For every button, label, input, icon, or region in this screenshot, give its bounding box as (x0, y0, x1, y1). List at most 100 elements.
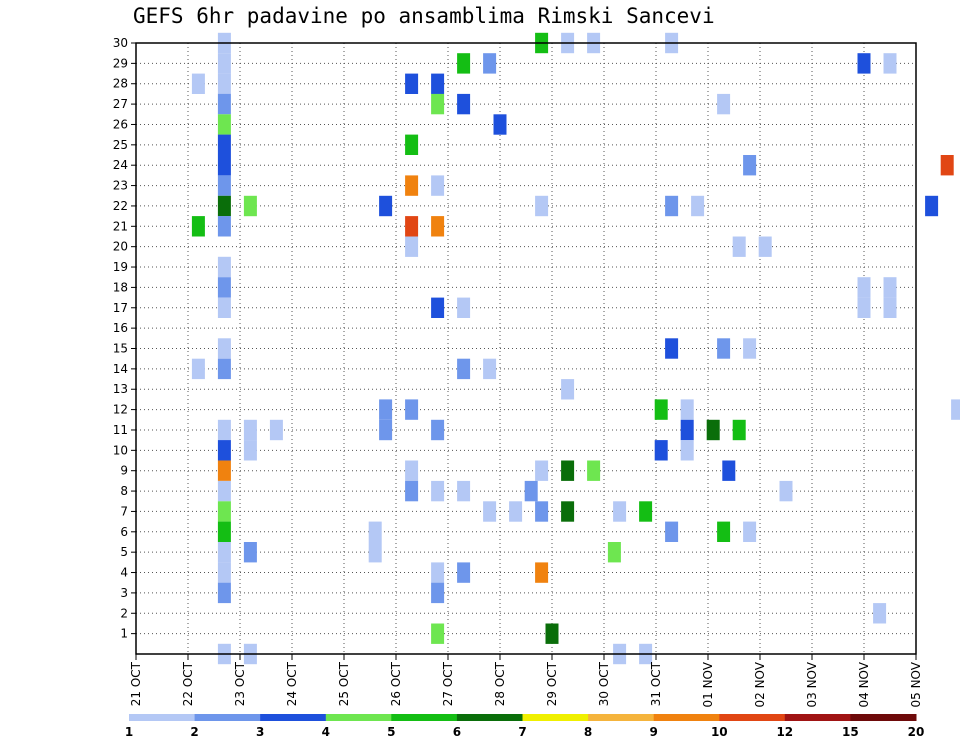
colorbar-label: 4 (322, 725, 330, 739)
colorbar-segment (588, 714, 655, 721)
data-cell (379, 399, 393, 420)
data-cell (191, 73, 205, 94)
y-tick-label: 23 (113, 179, 128, 193)
data-cell (665, 338, 679, 359)
data-cell (561, 460, 575, 481)
y-tick-label: 2 (120, 606, 128, 620)
y-tick-label: 19 (113, 260, 128, 274)
y-tick-label: 8 (120, 484, 128, 498)
data-cell (217, 53, 231, 74)
data-cell (431, 562, 445, 583)
data-cell (857, 277, 871, 298)
data-cell (217, 256, 231, 278)
colorbar-segment (260, 714, 327, 721)
x-tick-label: 23 OCT (233, 661, 247, 706)
data-cell (717, 338, 731, 359)
x-tick-label: 05 NOV (909, 661, 923, 707)
data-cell (368, 521, 382, 542)
x-tick-label: 21 OCT (129, 661, 143, 706)
data-cell (405, 480, 419, 502)
data-cell (535, 501, 549, 522)
colorbar-label: 6 (453, 725, 461, 739)
x-tick-label: 26 OCT (389, 661, 403, 706)
data-cell (509, 501, 523, 522)
y-tick-label: 11 (113, 423, 128, 437)
data-cell (217, 277, 231, 298)
data-cell (269, 419, 283, 441)
colorbar-segment (325, 714, 392, 721)
data-cell (535, 460, 549, 481)
data-cell (243, 195, 257, 217)
data-cell (951, 399, 960, 420)
data-cell (431, 582, 445, 604)
data-cell (431, 419, 445, 441)
colorbar-label: 1 (125, 725, 133, 739)
data-cell (706, 419, 720, 441)
data-cell (431, 480, 445, 502)
data-cell (457, 358, 471, 380)
data-cell (743, 155, 757, 176)
data-cell (243, 440, 257, 461)
data-cell (217, 195, 231, 217)
data-cells (191, 32, 960, 665)
data-cell (217, 93, 231, 115)
data-cell (680, 419, 694, 441)
y-tick-label: 4 (120, 566, 128, 580)
data-cell (405, 236, 419, 257)
y-tick-label: 29 (113, 56, 128, 70)
x-tick-label: 27 OCT (441, 661, 455, 706)
y-tick-label: 1 (120, 627, 128, 641)
data-cell (535, 562, 549, 583)
data-cell (457, 562, 471, 583)
data-cell (493, 114, 507, 135)
data-cell (405, 399, 419, 420)
data-cell (883, 297, 897, 318)
x-tick-label: 04 NOV (857, 661, 871, 707)
data-cell (680, 399, 694, 420)
data-cell (368, 542, 382, 563)
data-cell (654, 440, 668, 461)
data-cell (613, 501, 627, 522)
colorbar-segment (784, 714, 851, 721)
data-cell (758, 236, 772, 257)
data-cell (217, 480, 231, 502)
data-cell (743, 521, 757, 542)
y-tick-label: 15 (113, 342, 128, 356)
y-tick-label: 5 (120, 545, 128, 559)
y-tick-label: 25 (113, 138, 128, 152)
data-cell (883, 53, 897, 74)
data-cell (691, 195, 705, 217)
y-tick-label: 26 (113, 117, 128, 131)
data-cell (431, 73, 445, 94)
data-cell (217, 338, 231, 359)
data-cell (665, 195, 679, 217)
colorbar-label: 20 (908, 725, 925, 739)
y-tick-label: 7 (120, 504, 128, 518)
data-cell (191, 358, 205, 380)
data-cell (722, 460, 736, 481)
chart-title: GEFS 6hr padavine po ansamblima Rimski S… (133, 4, 715, 28)
colorbar-segment (129, 714, 196, 721)
data-cell (743, 338, 757, 359)
colorbar-segment (456, 714, 523, 721)
data-cell (857, 297, 871, 318)
data-cell (431, 175, 445, 196)
data-cell (717, 521, 731, 542)
data-cell (405, 175, 419, 196)
data-cell (654, 399, 668, 420)
data-cell (873, 603, 887, 624)
data-cell (217, 440, 231, 461)
data-cell (779, 480, 793, 502)
data-cell (457, 53, 471, 74)
data-cell (535, 195, 549, 217)
y-tick-label: 3 (120, 586, 128, 600)
y-tick-label: 10 (113, 443, 128, 457)
data-cell (717, 93, 731, 115)
x-tick-label: 22 OCT (181, 661, 195, 706)
colorbar-segment (522, 714, 589, 721)
data-cell (483, 501, 497, 522)
data-cell (217, 542, 231, 563)
data-cell (639, 501, 653, 522)
y-tick-label: 9 (120, 464, 128, 478)
colorbar-segment (194, 714, 261, 721)
